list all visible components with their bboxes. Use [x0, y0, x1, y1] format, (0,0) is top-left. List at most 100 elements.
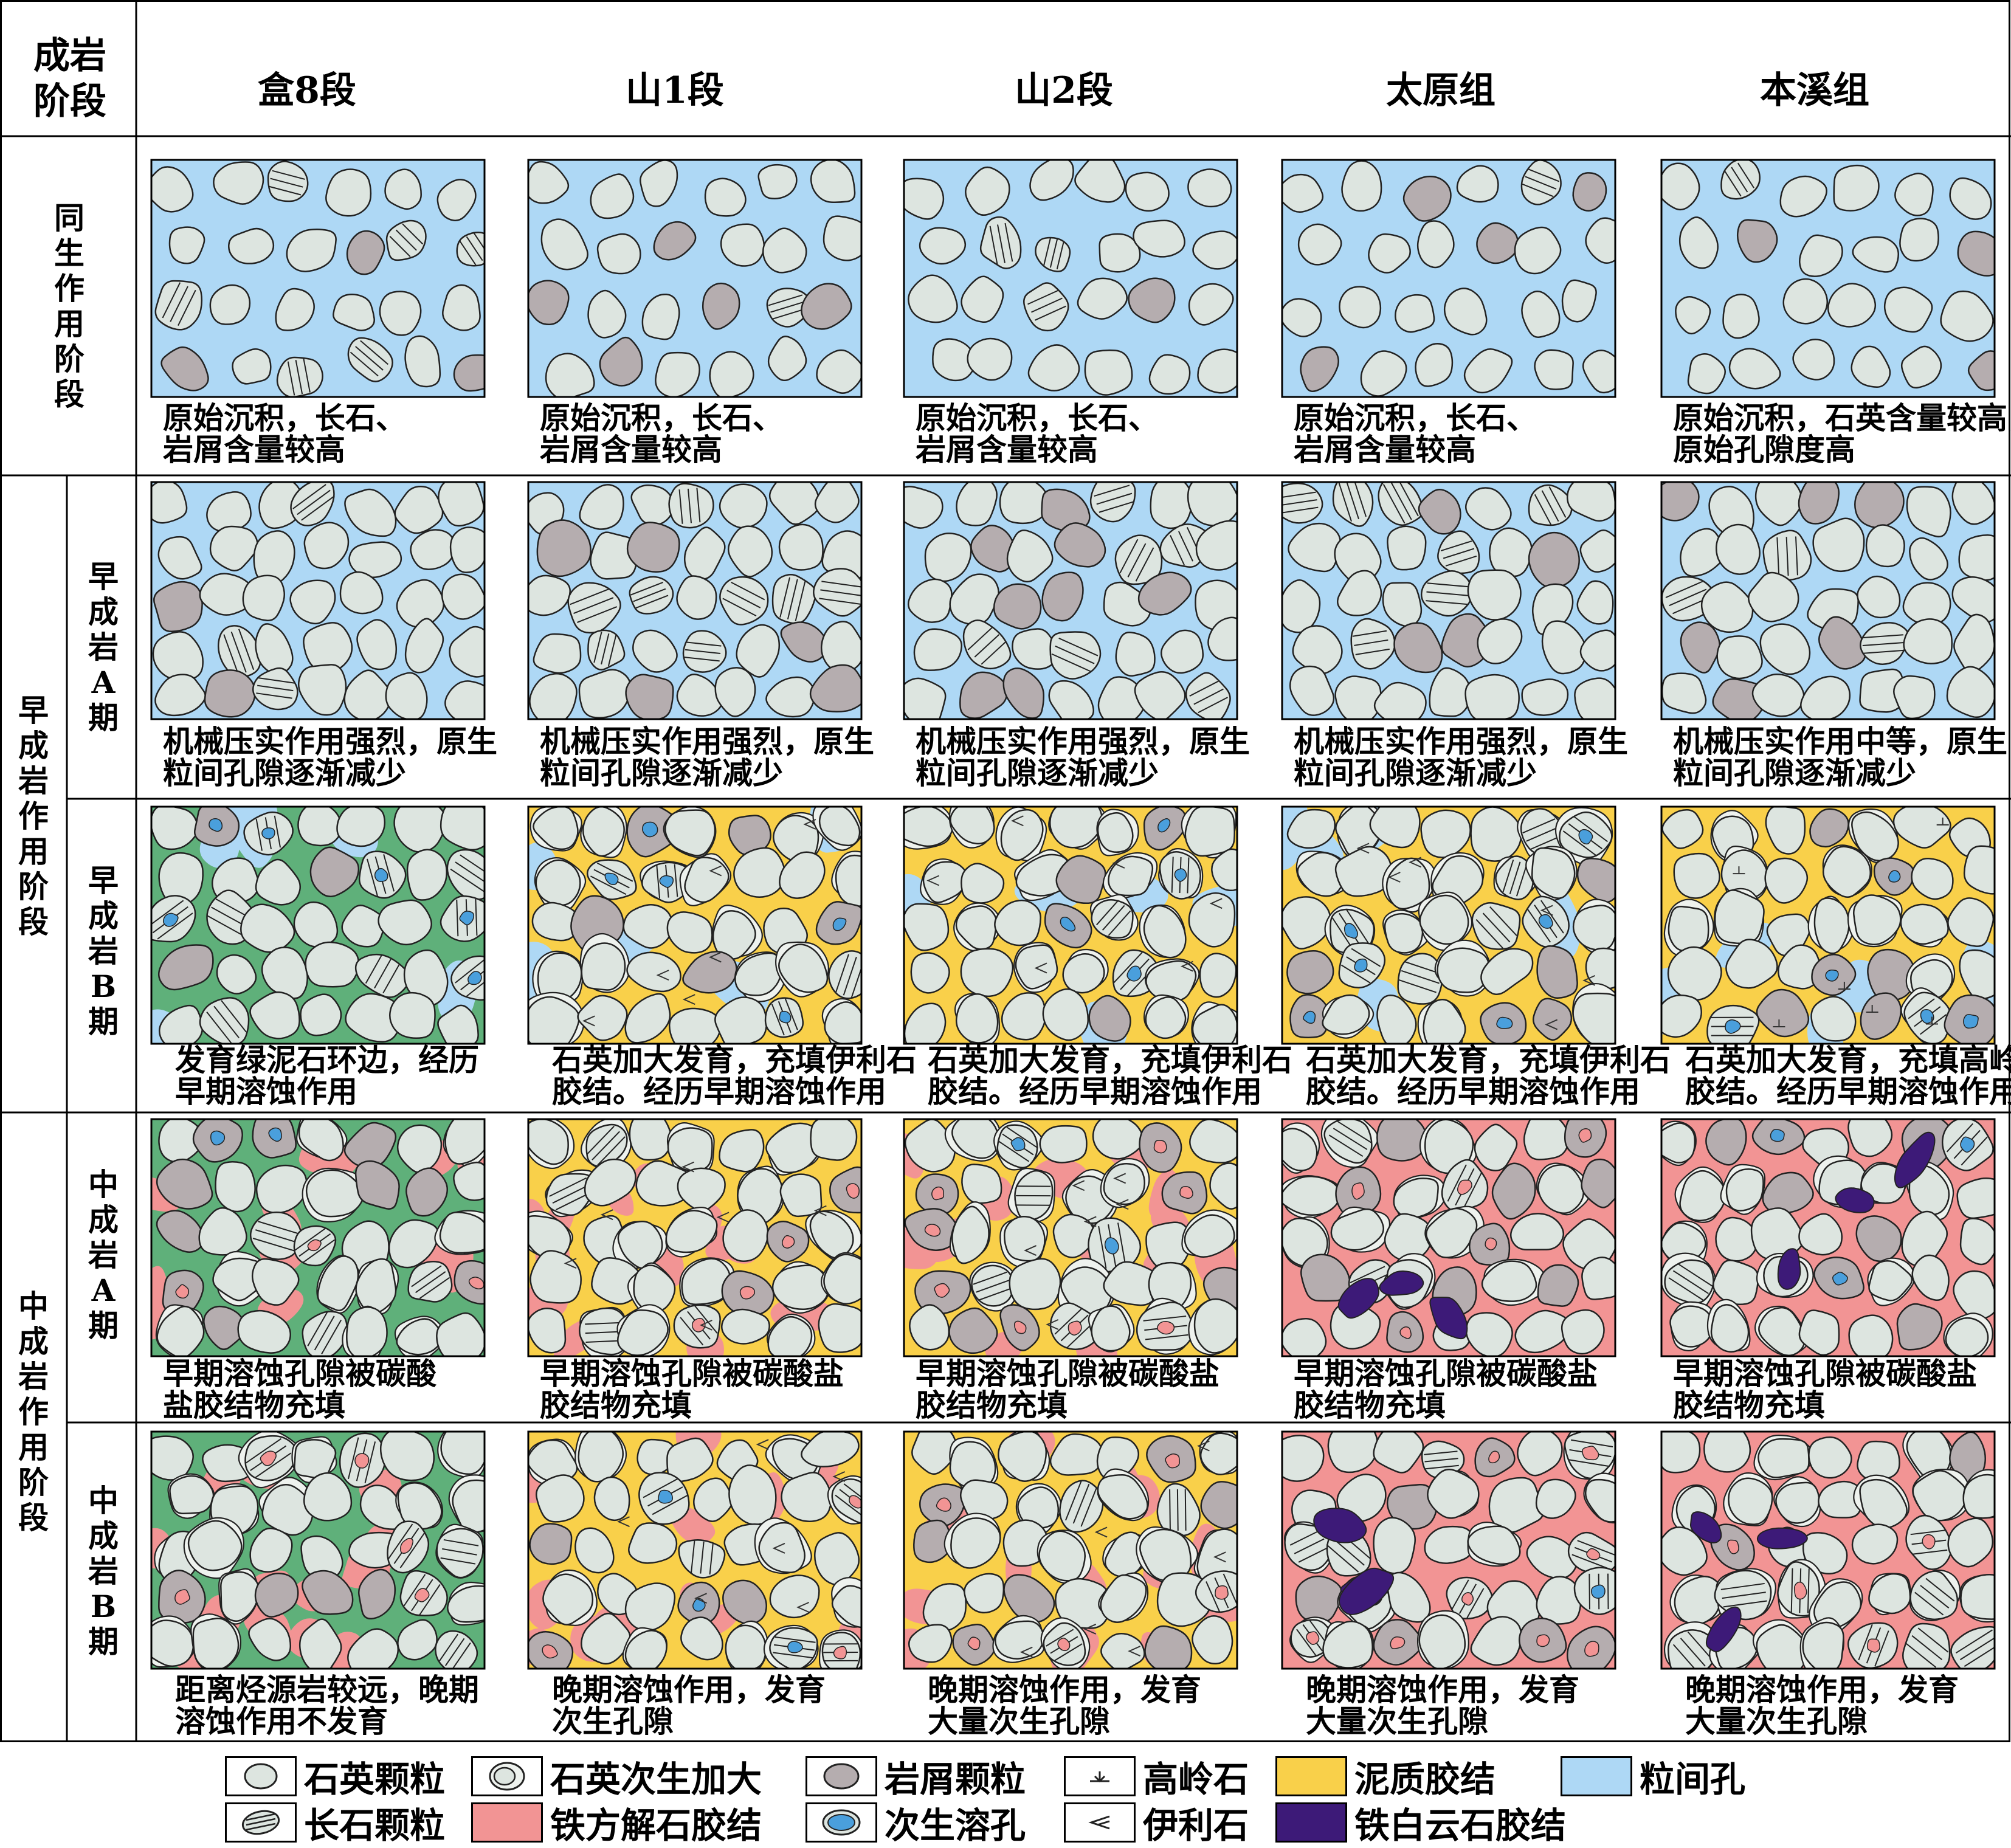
feldspar-grain-icon [225, 1802, 297, 1843]
caption-syngenetic-4-line1: 原始沉积，长石、 [1294, 401, 1537, 435]
legend-label: 高岭石 [1143, 1751, 1249, 1802]
caption-early_a-5-line2: 粒间孔隙逐渐减少 [1673, 756, 1916, 790]
caption-middle_a-5-line1: 早期溶蚀孔隙被碳酸盐 [1673, 1357, 1977, 1391]
legend-label: 铁方解石胶结 [550, 1797, 762, 1848]
column-header-he8: 盒8段 [155, 61, 459, 114]
caption-middle_a-3-line1: 早期溶蚀孔隙被碳酸盐 [916, 1357, 1219, 1391]
caption-middle_a-2-line2: 胶结物充填 [540, 1388, 692, 1422]
caption-syngenetic-1-line1: 原始沉积，长石、 [163, 401, 406, 435]
caption-syngenetic-1-line2: 岩屑含量较高 [163, 433, 345, 467]
caption-early_a-2-line2: 粒间孔隙逐渐减少 [540, 756, 783, 790]
thin-section-panel-early_a-5 [1653, 473, 2006, 724]
thin-section-panel-middle_b-5 [1657, 1421, 2011, 1678]
legend-label: 粒间孔 [1640, 1751, 1745, 1802]
legend-label: 岩屑颗粒 [885, 1751, 1026, 1802]
thin-section-panel-middle_a-2 [514, 1110, 876, 1369]
legend-item-3: 岩屑颗粒 [805, 1752, 1026, 1801]
ferrocalcite-cement-icon [471, 1802, 543, 1843]
argillaceous-cement-icon [1275, 1756, 1347, 1796]
caption-early_b-5-line1: 石英加大发育，充填高岭石 [1685, 1043, 2011, 1077]
caption-early_a-1-line1: 机械压实作用强烈，原生 [163, 725, 497, 759]
caption-early_b-2-line2: 胶结。经历早期溶蚀作用 [552, 1075, 886, 1109]
column-header-taiyuan: 太原组 [1289, 61, 1593, 114]
caption-early_b-1-line1: 发育绿泥石环边，经历 [175, 1043, 479, 1077]
caption-middle_b-1-line1: 距离烃源岩较远，晚期 [175, 1673, 479, 1707]
caption-middle_b-4-line1: 晚期溶蚀作用，发育 [1306, 1673, 1579, 1707]
thin-section-panel-early_a-4 [1271, 477, 1623, 725]
legend-item-4: 高岭石 [1064, 1752, 1249, 1801]
caption-middle_b-4-line2: 大量次生孔隙 [1306, 1705, 1488, 1739]
thin-section-panel-middle_b-3 [880, 1422, 1253, 1678]
intergranular-pore-icon [1561, 1756, 1632, 1796]
caption-early_b-4-line2: 胶结。经历早期溶蚀作用 [1306, 1075, 1640, 1109]
caption-middle_a-1-line1: 早期溶蚀孔隙被碳酸 [163, 1357, 436, 1391]
caption-syngenetic-5-line2: 原始孔隙度高 [1673, 433, 1855, 467]
legend-item-7: 长石颗粒 [225, 1798, 445, 1847]
caption-early_a-5-line1: 机械压实作用中等，原生 [1673, 725, 2007, 759]
diagenesis-table-grid [0, 0, 2011, 1742]
legend-label: 伊利石 [1143, 1797, 1249, 1848]
caption-middle_a-4-line2: 胶结物充填 [1294, 1388, 1446, 1422]
thin-section-panel-middle_a-1 [126, 1108, 502, 1362]
thin-section-panel-early_b-4 [1257, 797, 1628, 1053]
stage-label-middle-diagenesis: 中成岩作用阶段 [15, 1289, 52, 1536]
column-header-shan2: 山2段 [912, 61, 1216, 114]
caption-middle_b-1-line2: 溶蚀作用不发育 [175, 1705, 388, 1739]
thin-section-panel-early_a-3 [892, 475, 1251, 726]
caption-syngenetic-2-line1: 原始沉积，长石、 [540, 401, 783, 435]
caption-syngenetic-5-line1: 原始沉积，石英含量较高， [1673, 401, 2011, 435]
caption-early_b-4-line1: 石英加大发育，充填伊利石 [1306, 1043, 1671, 1077]
thin-section-panel-middle_a-3 [891, 1112, 1249, 1373]
thin-section-panel-syngenetic-2 [525, 159, 872, 399]
thin-section-panel-syngenetic-3 [898, 156, 1246, 398]
caption-middle_b-2-line2: 次生孔隙 [552, 1705, 674, 1739]
caption-early_a-1-line2: 粒间孔隙逐渐减少 [163, 756, 406, 790]
corner-header-line2: 阶段 [12, 79, 128, 125]
legend-item-11: 铁白云石胶结 [1275, 1798, 1566, 1847]
caption-early_a-3-line2: 粒间孔隙逐渐减少 [916, 756, 1159, 790]
caption-syngenetic-2-line2: 岩屑含量较高 [540, 433, 722, 467]
caption-middle_a-5-line2: 胶结物充填 [1673, 1388, 1825, 1422]
caption-early_a-4-line2: 粒间孔隙逐渐减少 [1294, 756, 1537, 790]
thin-section-panel-early_a-1 [145, 478, 493, 725]
thin-section-panel-early_b-3 [879, 795, 1252, 1057]
legend-label: 泥质胶结 [1354, 1751, 1495, 1802]
legend-item-2: 石英次生加大 [471, 1752, 762, 1801]
thin-section-panel-early_b-2 [507, 786, 888, 1053]
caption-middle_a-3-line2: 胶结物充填 [916, 1388, 1068, 1422]
legend-item-1: 石英颗粒 [225, 1752, 445, 1801]
stage-label-early-diagenesis: 早成岩作用阶段 [15, 693, 52, 940]
corner-header: 成岩 阶段 [12, 33, 128, 125]
legend-item-6: 粒间孔 [1561, 1752, 1745, 1801]
caption-middle_b-3-line1: 晚期溶蚀作用，发育 [928, 1673, 1201, 1707]
quartz-grain-icon [225, 1756, 297, 1796]
caption-middle_a-4-line1: 早期溶蚀孔隙被碳酸盐 [1294, 1357, 1598, 1391]
legend-label: 次生溶孔 [885, 1797, 1026, 1848]
caption-early_a-4-line1: 机械压实作用强烈，原生 [1294, 725, 1628, 759]
thin-section-panel-middle_b-1 [134, 1421, 508, 1678]
thin-section-panel-middle_a-4 [1276, 1111, 1624, 1362]
secondary-pore-icon [805, 1802, 877, 1843]
caption-early_a-2-line1: 机械压实作用强烈，原生 [540, 725, 874, 759]
thin-section-panel-middle_b-4 [1274, 1419, 1627, 1676]
legend-label: 石英次生加大 [550, 1751, 762, 1802]
column-header-shan1: 山1段 [523, 61, 827, 114]
caption-early_b-3-line2: 胶结。经历早期溶蚀作用 [928, 1075, 1262, 1109]
stage-label-syngenetic: 同生作用阶段 [51, 201, 88, 412]
legend-item-5: 泥质胶结 [1275, 1752, 1495, 1801]
thin-section-panel-syngenetic-4 [1277, 159, 1629, 398]
caption-syngenetic-4-line2: 岩屑含量较高 [1294, 433, 1476, 467]
thin-section-panel-early_b-5 [1639, 804, 2011, 1061]
caption-middle_b-2-line1: 晚期溶蚀作用，发育 [552, 1673, 826, 1707]
caption-syngenetic-3-line1: 原始沉积，长石、 [916, 401, 1159, 435]
caption-early_a-3-line1: 机械压实作用强烈，原生 [916, 725, 1250, 759]
thin-section-panel-early_b-1 [123, 788, 500, 1068]
caption-syngenetic-3-line2: 岩屑含量较高 [916, 433, 1098, 467]
caption-middle_b-3-line2: 大量次生孔隙 [928, 1705, 1110, 1739]
kaolinite-icon [1064, 1756, 1136, 1796]
legend-label: 铁白云石胶结 [1354, 1797, 1566, 1848]
